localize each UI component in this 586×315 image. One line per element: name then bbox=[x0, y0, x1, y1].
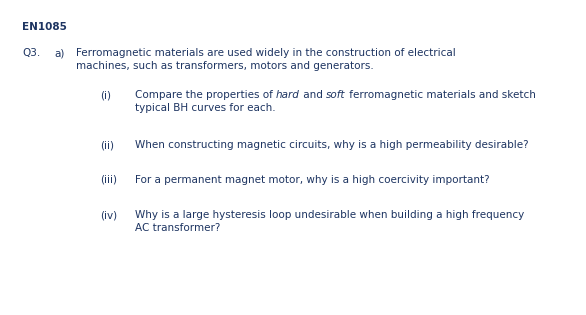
Text: machines, such as transformers, motors and generators.: machines, such as transformers, motors a… bbox=[76, 61, 374, 71]
Text: soft: soft bbox=[326, 90, 346, 100]
Text: Compare the properties of: Compare the properties of bbox=[135, 90, 276, 100]
Text: EN1085: EN1085 bbox=[22, 22, 67, 32]
Text: Q3.: Q3. bbox=[22, 48, 40, 58]
Text: (iv): (iv) bbox=[100, 210, 117, 220]
Text: AC transformer?: AC transformer? bbox=[135, 223, 220, 233]
Text: a): a) bbox=[54, 48, 64, 58]
Text: ferromagnetic materials and sketch: ferromagnetic materials and sketch bbox=[346, 90, 536, 100]
Text: (i): (i) bbox=[100, 90, 111, 100]
Text: typical BH curves for each.: typical BH curves for each. bbox=[135, 103, 275, 113]
Text: hard: hard bbox=[276, 90, 300, 100]
Text: For a permanent magnet motor, why is a high coercivity important?: For a permanent magnet motor, why is a h… bbox=[135, 175, 490, 185]
Text: When constructing magnetic circuits, why is a high permeability desirable?: When constructing magnetic circuits, why… bbox=[135, 140, 529, 150]
Text: Ferromagnetic materials are used widely in the construction of electrical: Ferromagnetic materials are used widely … bbox=[76, 48, 456, 58]
Text: (ii): (ii) bbox=[100, 140, 114, 150]
Text: and: and bbox=[300, 90, 326, 100]
Text: Why is a large hysteresis loop undesirable when building a high frequency: Why is a large hysteresis loop undesirab… bbox=[135, 210, 524, 220]
Text: (iii): (iii) bbox=[100, 175, 117, 185]
